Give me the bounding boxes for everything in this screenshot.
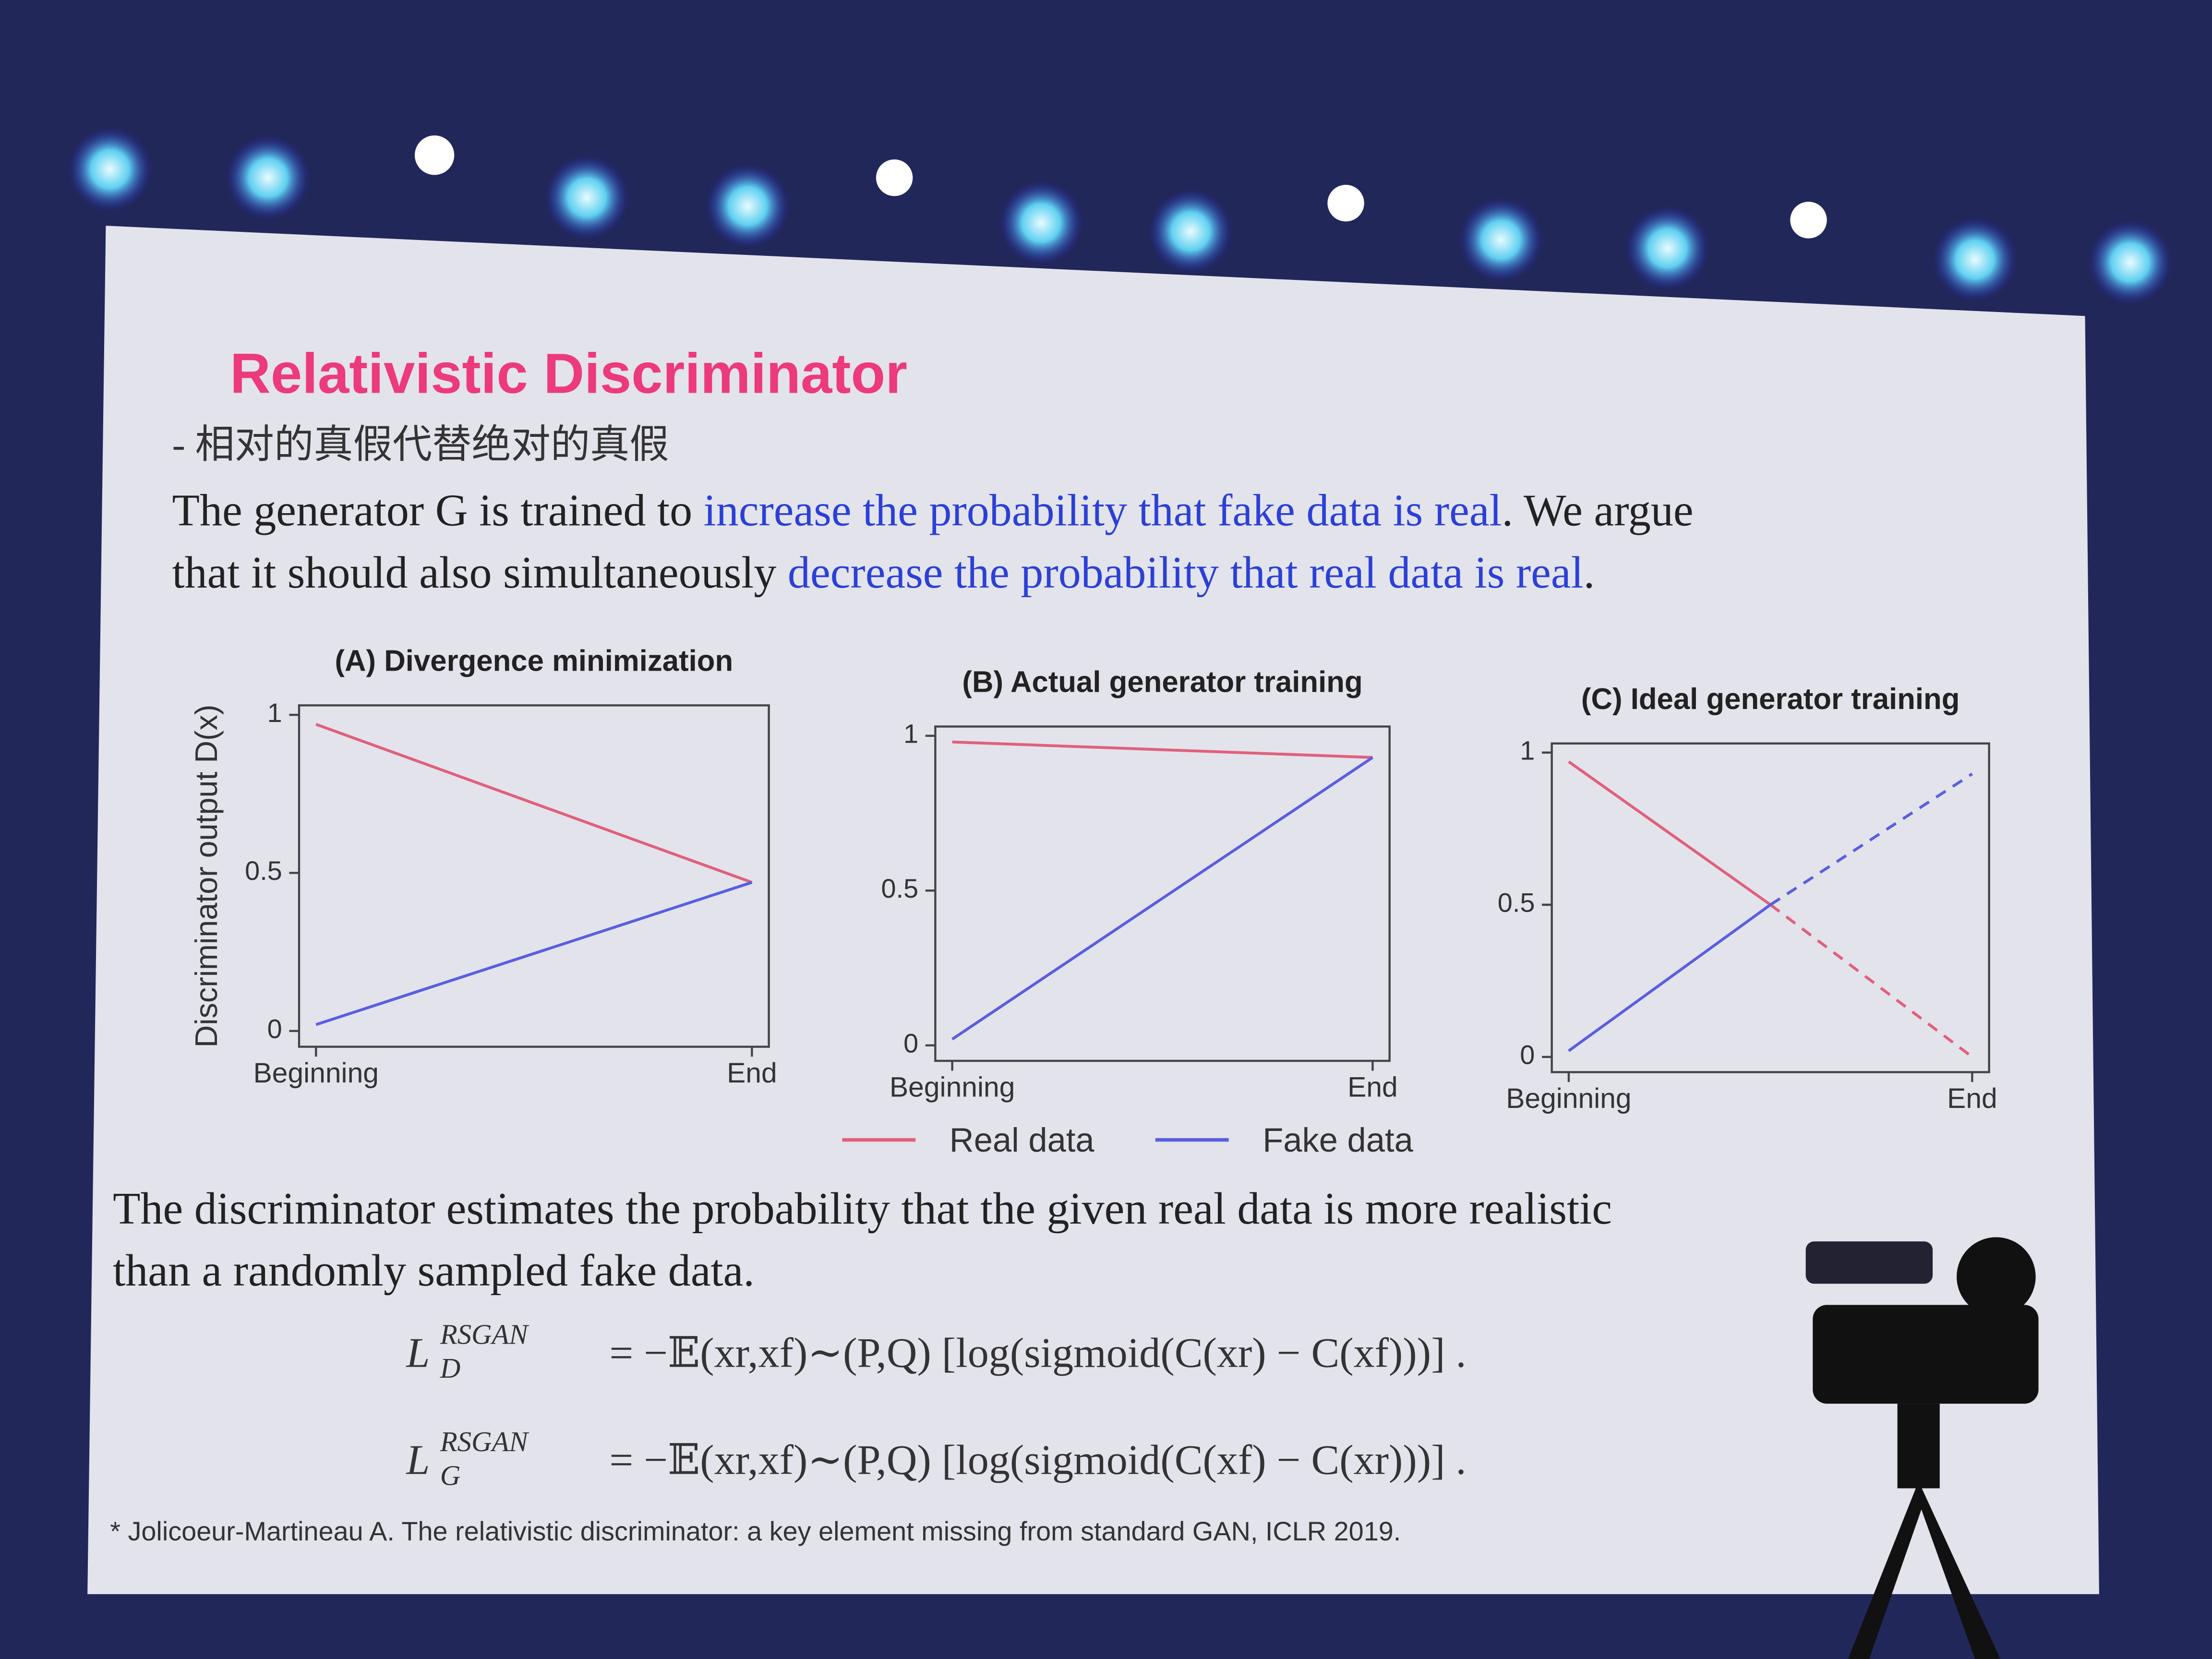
- chart-title: (B) Actual generator training: [962, 666, 1362, 699]
- formula-sub: G: [440, 1460, 460, 1491]
- x-tick-label: Beginning: [1506, 1083, 1631, 1114]
- line-segment: [1769, 903, 1973, 1058]
- stage-lights: [68, 127, 2173, 305]
- line-segment: [1568, 903, 1771, 1052]
- camera: [1805, 1237, 2039, 1659]
- x-tick-label: End: [1947, 1083, 1997, 1114]
- chart-title: (A) Divergence minimization: [335, 645, 733, 678]
- legend: Real data Fake data: [842, 1121, 1414, 1159]
- formula-rhs: = −𝔼(xr,xf)∼(P,Q) [log(sigmoid(C(xf) − C…: [610, 1437, 1467, 1484]
- series-line: [951, 756, 1374, 1041]
- y-tick-label: 1: [903, 719, 918, 749]
- paragraph: The discriminator estimates the probabil…: [113, 1184, 1612, 1296]
- plot-frame: [298, 704, 770, 1048]
- y-tick-label: 1: [1520, 735, 1535, 766]
- charts: (A) Divergence minimization Discriminator…: [189, 645, 1997, 1114]
- x-tick-label: End: [1347, 1071, 1398, 1103]
- y-tick-label: 0: [1520, 1040, 1535, 1070]
- paragraph-line: The generator G is trained to increase t…: [172, 485, 1694, 535]
- x-tick-label: End: [727, 1058, 777, 1089]
- series-line: [315, 723, 753, 884]
- x-tick-label: Beginning: [253, 1058, 379, 1089]
- plot-frame: [1551, 742, 1990, 1073]
- y-tick-label: 0.5: [245, 855, 282, 886]
- paragraph-line: than a randomly sampled fake data.: [113, 1246, 755, 1296]
- y-tick-label: 0: [903, 1028, 918, 1058]
- paragraph: The generator G is trained to increase t…: [172, 485, 1694, 597]
- slide-title: Relativistic Discriminator: [230, 342, 907, 405]
- text-run: .: [1584, 548, 1595, 598]
- formula-symbol: L: [405, 1329, 430, 1376]
- y-tick-label: 0.5: [1498, 888, 1535, 918]
- paragraph-line: that it should also simultaneously decre…: [172, 548, 1595, 598]
- formula-sub: D: [440, 1353, 460, 1384]
- formula-symbol: L: [405, 1437, 430, 1484]
- series-line: [315, 881, 753, 1026]
- y-tick-label: 1: [267, 697, 282, 728]
- legend-label: Fake data: [1262, 1121, 1413, 1159]
- series-line: [952, 740, 1373, 759]
- y-tick-label: 0: [267, 1013, 282, 1044]
- text-run: . We argue: [1502, 485, 1694, 535]
- formula-rhs: = −𝔼(xr,xf)∼(P,Q) [log(sigmoid(C(xr) − C…: [610, 1329, 1467, 1376]
- footnote: * Jolicoeur-Martineau A. The relativisti…: [110, 1516, 1401, 1546]
- y-tick-label: 0.5: [881, 873, 919, 903]
- text-run: decrease the probability that real data …: [788, 548, 1584, 598]
- text-run: that it should also simultaneously: [172, 548, 788, 598]
- paragraph-line: The discriminator estimates the probabil…: [113, 1184, 1612, 1234]
- line-segment: [1568, 760, 1771, 906]
- text-run: The generator G is trained to: [172, 485, 704, 535]
- y-axis-label: Discriminator output D(x): [189, 705, 224, 1048]
- plot-frame: [934, 725, 1391, 1062]
- text-run: increase the probability that fake data …: [704, 485, 1502, 535]
- subtitle: - 相对的真假代替绝对的真假: [172, 422, 669, 466]
- formula-sup: RSGAN: [440, 1319, 529, 1350]
- x-tick-label: Beginning: [890, 1071, 1015, 1103]
- line-segment: [1769, 772, 1973, 906]
- chart-title: (C) Ideal generator training: [1581, 683, 1960, 716]
- legend-label: Real data: [950, 1121, 1095, 1159]
- slide: [87, 226, 2099, 1594]
- formula-sup: RSGAN: [440, 1426, 529, 1457]
